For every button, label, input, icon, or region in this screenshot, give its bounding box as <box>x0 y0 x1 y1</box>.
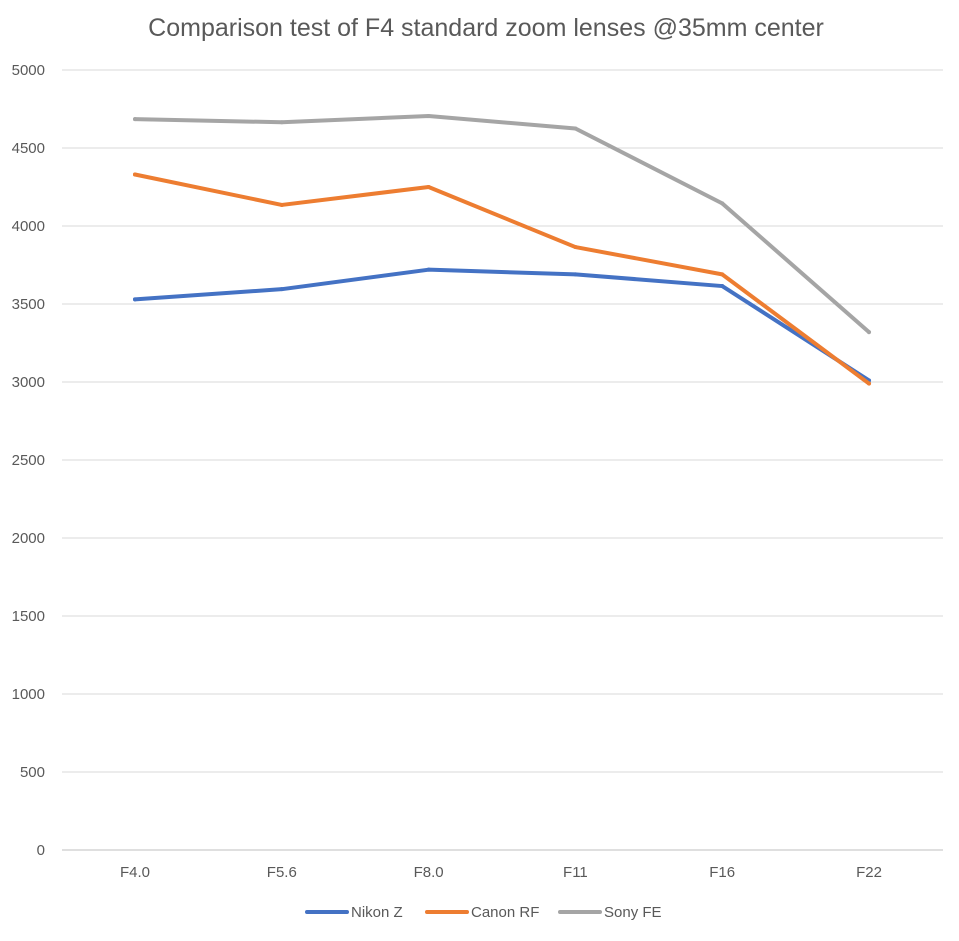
x-tick-label: F8.0 <box>414 864 444 881</box>
x-tick-label: F5.6 <box>267 864 297 881</box>
legend-item: Nikon Z <box>305 904 403 921</box>
data-point <box>426 185 431 189</box>
data-point <box>279 287 284 292</box>
series-lines <box>133 114 871 386</box>
data-point <box>426 114 431 119</box>
data-point <box>720 201 725 206</box>
y-tick-label: 3000 <box>12 374 45 391</box>
y-tick-label: 1500 <box>12 608 45 625</box>
data-point <box>133 117 137 122</box>
x-tick-label: F4.0 <box>120 864 150 881</box>
data-point <box>720 272 725 277</box>
y-tick-label: 4500 <box>12 140 45 157</box>
data-point <box>279 120 284 125</box>
series-sony-fe <box>133 114 871 335</box>
series-canon-rf <box>133 172 871 386</box>
x-tick-label: F16 <box>709 864 735 881</box>
data-point <box>867 330 871 335</box>
y-tick-label: 500 <box>20 764 45 781</box>
y-tick-label: 2500 <box>12 452 45 469</box>
x-axis-ticks: F4.0 F5.6 F8.0 F11 F16 F22 <box>120 864 882 881</box>
legend-label: Canon RF <box>471 904 539 921</box>
series-nikon-z <box>133 267 871 383</box>
series-line <box>133 172 871 386</box>
data-point <box>133 297 137 302</box>
data-point <box>426 267 431 272</box>
data-point <box>573 126 578 131</box>
x-tick-label: F11 <box>563 864 588 881</box>
y-tick-label: 0 <box>37 842 45 859</box>
data-point <box>720 284 725 289</box>
y-tick-label: 1000 <box>12 686 45 703</box>
data-point <box>573 245 578 250</box>
legend-label: Sony FE <box>604 904 662 921</box>
legend-label: Nikon Z <box>351 904 403 921</box>
y-tick-label: 3500 <box>12 296 45 313</box>
y-tick-label: 2000 <box>12 530 45 547</box>
series-line <box>133 267 871 383</box>
y-axis-ticks: 0 500 1000 1500 2000 2500 3000 3500 4000 4500 5000 <box>12 62 45 859</box>
x-tick-label: F22 <box>856 864 882 881</box>
data-point <box>133 172 137 177</box>
legend: Nikon Z Canon RF Sony FE <box>305 904 662 921</box>
data-point <box>573 272 578 277</box>
chart-title: Comparison test of F4 standard zoom lens… <box>148 14 824 42</box>
data-point <box>867 381 871 386</box>
y-tick-label: 4000 <box>12 218 45 235</box>
legend-item: Canon RF <box>425 904 539 921</box>
legend-item: Sony FE <box>558 904 662 921</box>
series-line <box>133 114 871 335</box>
y-tick-label: 5000 <box>12 62 45 79</box>
gridlines <box>62 69 943 851</box>
data-point <box>279 202 284 207</box>
